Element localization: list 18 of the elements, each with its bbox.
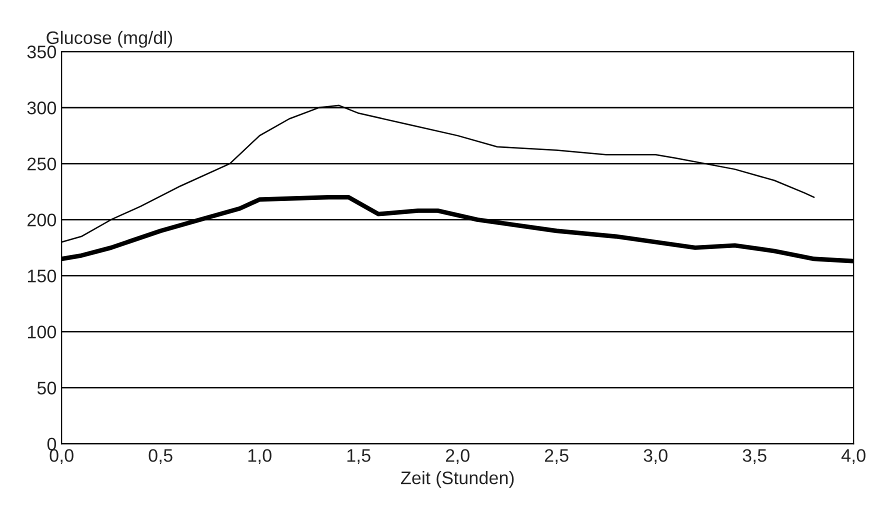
x-tick-label: 0,0 xyxy=(50,449,74,464)
x-tick-label: 0,5 xyxy=(148,449,172,464)
y-tick-label: 250 xyxy=(28,158,56,170)
x-tick-label: 2,0 xyxy=(446,449,470,464)
y-tick-label: 350 xyxy=(27,46,56,58)
y-tick-label: 300 xyxy=(27,102,56,114)
x-tick-label: 3,0 xyxy=(644,449,668,464)
x-tick-label: 1,0 xyxy=(248,449,272,464)
y-tick-label: 200 xyxy=(28,214,56,226)
y-tick-label: 150 xyxy=(28,270,56,282)
y-tick-label: 50 xyxy=(37,382,56,394)
x-tick-label: 2,5 xyxy=(544,449,568,464)
x-tick-label: 3,5 xyxy=(742,449,766,464)
x-tick-label: 4,0 xyxy=(841,449,866,464)
y-tick-label: 100 xyxy=(28,326,56,338)
x-tick-label: 1,5 xyxy=(347,449,370,464)
x-axis-title: Zeit (Stunden) xyxy=(400,471,514,488)
y-tick-label: 0 xyxy=(47,438,56,450)
